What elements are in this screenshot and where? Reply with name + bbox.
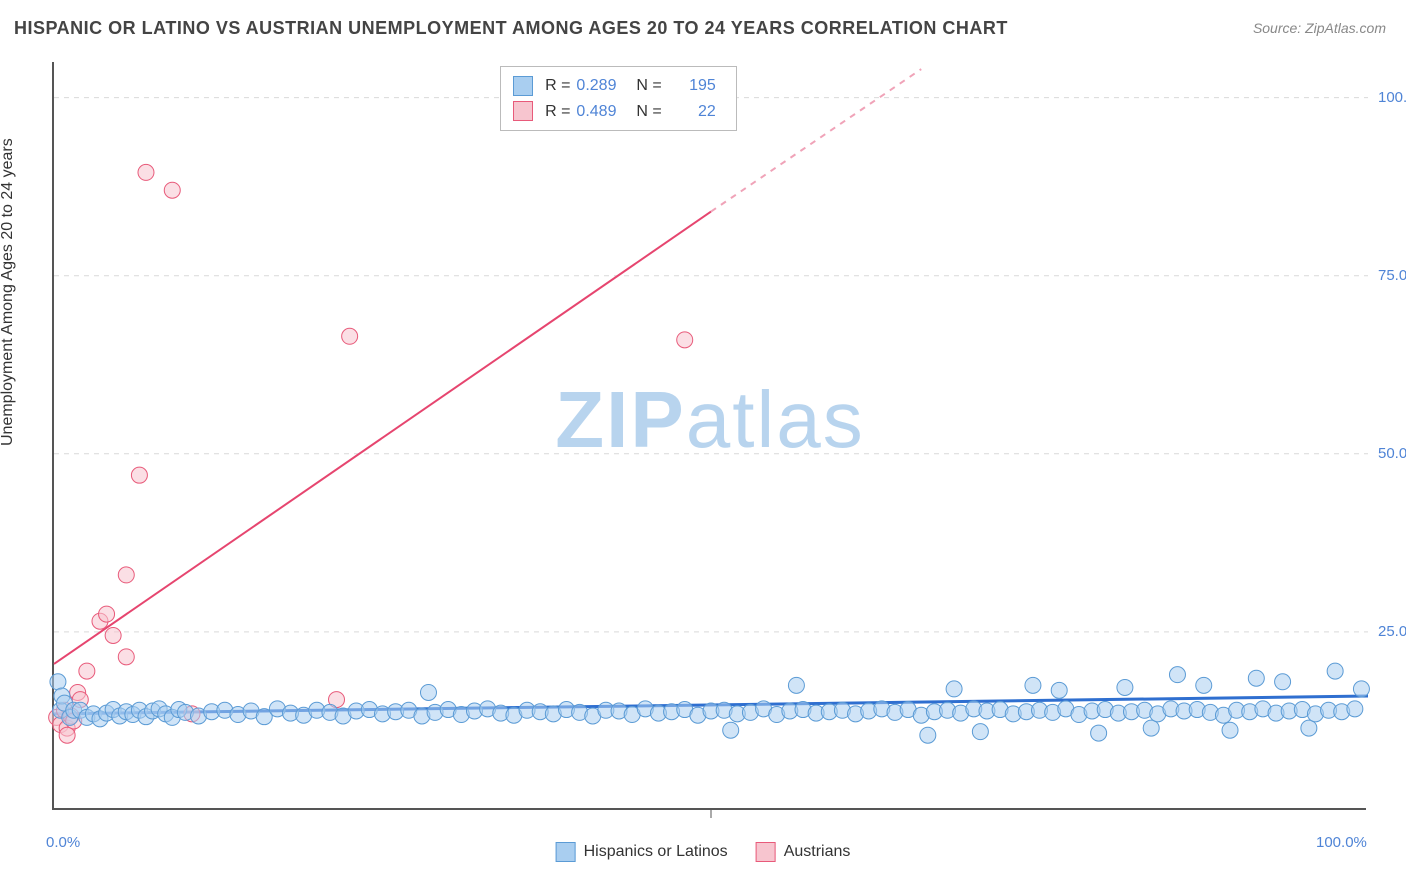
legend-swatch — [513, 101, 533, 121]
bottom-legend: Hispanics or Latinos Austrians — [542, 842, 865, 862]
y-axis-label: Unemployment Among Ages 20 to 24 years — [0, 138, 17, 446]
plot-area: ZIPatlas R =0.289N =195R =0.489N =22 — [52, 62, 1366, 810]
stats-legend: R = 0.289 N = 195 R = 0.489 N = 22 — [500, 66, 737, 131]
y-tick-label: 100.0% — [1378, 89, 1406, 106]
x-tick-label: 0.0% — [46, 834, 80, 851]
stat-n-value: 22 — [668, 99, 716, 125]
y-tick-label: 75.0% — [1378, 267, 1406, 284]
chart-title: HISPANIC OR LATINO VS AUSTRIAN UNEMPLOYM… — [14, 18, 1008, 39]
y-tick-label: 25.0% — [1378, 623, 1406, 640]
stats-legend-row: R = 0.489 N = 22 — [513, 99, 724, 125]
stat-r-label: R = — [545, 103, 570, 120]
legend-swatch — [556, 842, 576, 862]
stat-r-value: 0.289 — [576, 73, 624, 99]
source-label: Source: ZipAtlas.com — [1253, 20, 1386, 36]
bottom-legend-item: Hispanics or Latinos — [556, 843, 728, 860]
stat-n-label: N = — [636, 77, 661, 94]
bottom-legend-item: Austrians — [756, 843, 851, 860]
stats-legend-row: R = 0.289 N = 195 — [513, 73, 724, 99]
scatter-plot-svg — [54, 62, 1366, 808]
legend-label: Hispanics or Latinos — [584, 843, 728, 860]
stat-r-value: 0.489 — [576, 99, 624, 125]
legend-swatch — [756, 842, 776, 862]
chart-container: HISPANIC OR LATINO VS AUSTRIAN UNEMPLOYM… — [0, 0, 1406, 892]
stat-n-label: N = — [636, 103, 661, 120]
legend-label: Austrians — [784, 843, 851, 860]
stat-n-value: 195 — [668, 73, 716, 99]
y-tick-label: 50.0% — [1378, 445, 1406, 462]
x-tick-label: 100.0% — [1316, 834, 1367, 851]
stat-r-label: R = — [545, 77, 570, 94]
legend-swatch — [513, 76, 533, 96]
